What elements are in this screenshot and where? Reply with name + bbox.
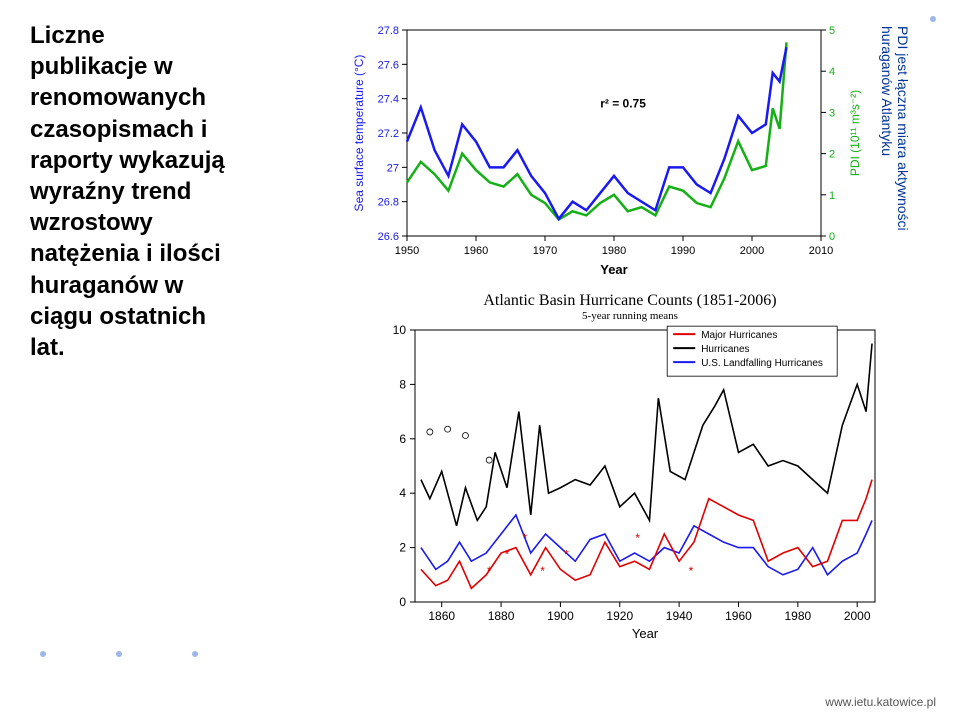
text-line: raporty wykazują: [30, 145, 310, 176]
dot-icon: [930, 16, 936, 22]
dot-icon: [116, 651, 122, 657]
page: Liczne publikacje w renomowanych czasopi…: [0, 0, 960, 717]
svg-text:8: 8: [399, 377, 406, 391]
decorative-dots: [40, 651, 198, 657]
svg-text:1980: 1980: [784, 609, 811, 623]
svg-text:U.S. Landfalling Hurricanes: U.S. Landfalling Hurricanes: [701, 358, 823, 369]
svg-text:0: 0: [829, 231, 835, 243]
svg-text:1940: 1940: [666, 609, 693, 623]
svg-text:1980: 1980: [602, 245, 626, 257]
footer-url: www.ietu.katowice.pl: [825, 695, 936, 709]
svg-text:6: 6: [399, 432, 406, 446]
svg-text:2010: 2010: [809, 245, 833, 257]
svg-text:26.6: 26.6: [378, 231, 399, 243]
text-line: renomowanych: [30, 82, 310, 113]
chart2-subtitle: 5-year running means: [582, 310, 678, 322]
chart2-title: Atlantic Basin Hurricane Counts (1851-20…: [483, 292, 776, 310]
svg-text:3: 3: [829, 107, 835, 119]
svg-text:Sea surface temperature (°C): Sea surface temperature (°C): [352, 55, 366, 212]
svg-text:0: 0: [399, 595, 406, 609]
dot-icon: [192, 651, 198, 657]
svg-text:5: 5: [829, 25, 835, 37]
text-line: natężenia i ilości: [30, 238, 310, 269]
svg-text:10: 10: [393, 323, 407, 337]
svg-text:PDI (10¹¹ m³s⁻²): PDI (10¹¹ m³s⁻²): [848, 90, 862, 176]
chart1-container: 26.6 26.8 27 27.2 27.4 27.6 27.8 0 1 2 3 4 5 1950 1960…: [349, 20, 911, 280]
pdi-note-line2: huraganów Atlantyku: [879, 26, 895, 156]
text-line: lat.: [30, 332, 310, 363]
pdi-note: PDI jest łączna miara aktywności huragan…: [879, 20, 911, 280]
svg-text:*: *: [689, 564, 694, 578]
svg-text:*: *: [540, 564, 545, 578]
text-line: huraganów w: [30, 270, 310, 301]
text-line: ciągu ostatnich: [30, 301, 310, 332]
svg-text:1920: 1920: [606, 609, 633, 623]
svg-text:27.8: 27.8: [378, 25, 399, 37]
svg-text:26.8: 26.8: [378, 197, 399, 209]
text-line: wzrostowy: [30, 207, 310, 238]
hurricane-counts-chart: 0 2 4 6 8 10 1860 1880 1900 1920 1940 1960 1980 2000 Y…: [370, 322, 890, 642]
svg-text:Year: Year: [600, 262, 627, 277]
svg-text:Major Hurricanes: Major Hurricanes: [701, 330, 777, 341]
svg-text:2: 2: [399, 541, 406, 555]
svg-text:2000: 2000: [740, 245, 764, 257]
svg-text:1860: 1860: [428, 609, 455, 623]
dot-icon: [40, 651, 46, 657]
svg-text:4: 4: [399, 486, 406, 500]
main-text: Liczne publikacje w renomowanych czasopi…: [30, 20, 330, 677]
svg-text:1900: 1900: [547, 609, 574, 623]
text-line: wyraźny trend: [30, 176, 310, 207]
svg-text:27: 27: [387, 162, 399, 174]
charts-column: 26.6 26.8 27 27.2 27.4 27.6 27.8 0 1 2 3 4 5 1950 1960…: [330, 20, 930, 677]
sst-pdi-chart: 26.6 26.8 27 27.2 27.4 27.6 27.8 0 1 2 3 4 5 1950 1960…: [349, 20, 869, 280]
text-line: Liczne: [30, 20, 310, 51]
svg-text:27.4: 27.4: [378, 94, 399, 106]
svg-text:2: 2: [829, 149, 835, 161]
svg-text:2000: 2000: [844, 609, 871, 623]
svg-text:Year: Year: [632, 626, 659, 641]
svg-text:r² = 0.75: r² = 0.75: [600, 96, 646, 110]
svg-text:27.6: 27.6: [378, 59, 399, 71]
svg-text:1960: 1960: [464, 245, 488, 257]
svg-text:*: *: [522, 531, 527, 545]
svg-text:1: 1: [829, 190, 835, 202]
svg-text:1990: 1990: [671, 245, 695, 257]
svg-text:Hurricanes: Hurricanes: [701, 344, 749, 355]
svg-text:1970: 1970: [533, 245, 557, 257]
svg-text:1880: 1880: [488, 609, 515, 623]
svg-text:*: *: [487, 564, 492, 578]
svg-text:4: 4: [829, 66, 835, 78]
pdi-note-line1: PDI jest łączna miara aktywności: [895, 26, 911, 231]
svg-text:27.2: 27.2: [378, 128, 399, 140]
svg-text:1950: 1950: [395, 245, 419, 257]
text-line: publikacje w: [30, 51, 310, 82]
svg-text:*: *: [505, 547, 510, 561]
text-line: czasopismach i: [30, 114, 310, 145]
svg-text:*: *: [635, 531, 640, 545]
svg-text:1960: 1960: [725, 609, 752, 623]
svg-text:*: *: [564, 547, 569, 561]
